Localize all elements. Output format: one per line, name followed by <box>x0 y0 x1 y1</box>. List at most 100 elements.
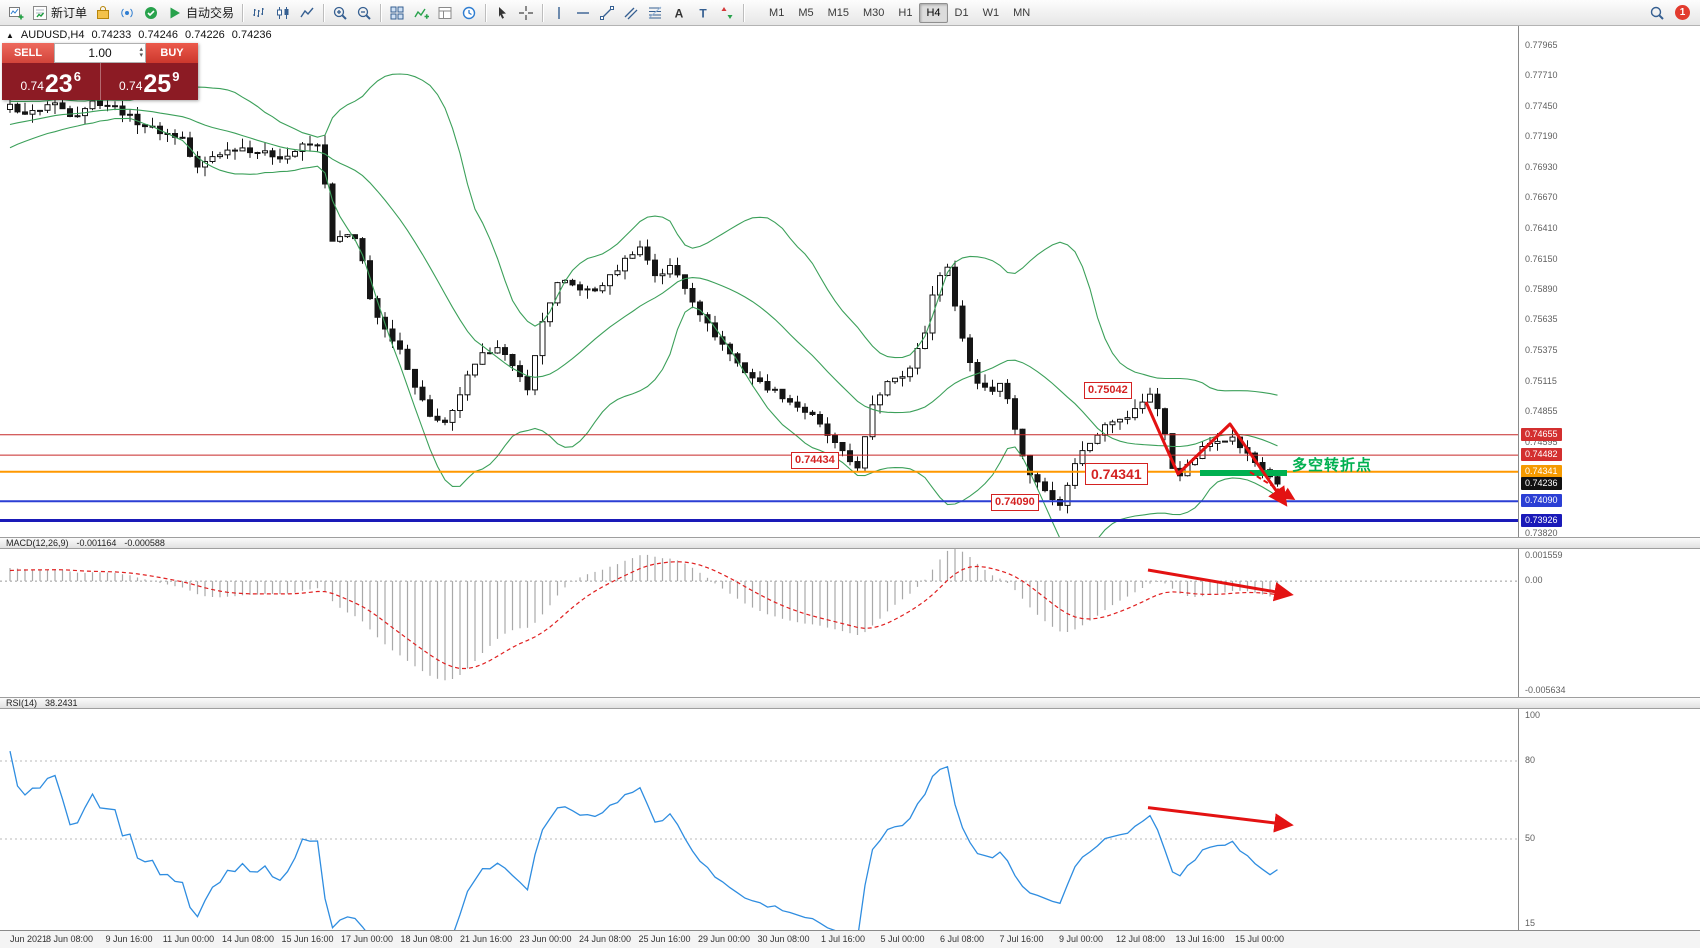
candle-body <box>307 143 313 146</box>
rsi-scale-label: 100 <box>1525 710 1541 720</box>
buy-price-big: 25 <box>143 70 172 98</box>
linechart-icon <box>299 5 315 21</box>
candle-body <box>764 381 771 391</box>
candle-body <box>637 246 643 256</box>
fibonacci-button[interactable] <box>643 2 667 24</box>
bollinger-upper-band <box>9 73 1278 396</box>
price-callout[interactable]: 0.74341 <box>1085 463 1148 485</box>
cursor-button[interactable] <box>490 2 514 24</box>
crosshair-icon <box>518 5 534 21</box>
macd-separator[interactable]: MACD(12,26,9) -0.001164 -0.000588 <box>0 537 1700 549</box>
timeframe-mn-button[interactable]: MN <box>1006 3 1037 23</box>
price-callout[interactable]: 0.74434 <box>791 452 839 469</box>
market-button[interactable] <box>91 2 115 24</box>
search-button[interactable] <box>1645 2 1669 24</box>
text-button[interactable]: A <box>667 2 691 24</box>
toolbar-main-group: 新订单 自动交易 A T <box>4 2 748 24</box>
price-callout[interactable]: 0.75042 <box>1084 382 1132 399</box>
time-tick-label: 24 Jun 08:00 <box>578 934 632 944</box>
timeframe-m30-button[interactable]: M30 <box>856 3 891 23</box>
sell-button[interactable]: SELL <box>2 43 54 63</box>
rsi-value: 38.2431 <box>45 698 78 708</box>
candle-body <box>1019 428 1026 457</box>
time-axis[interactable]: Jun 2021 8 Jun 08:00 9 Jun 16:00 11 Jun 00:… <box>0 930 1700 948</box>
tile-windows-button[interactable] <box>385 2 409 24</box>
candle-body <box>1169 433 1176 469</box>
timeframe-h4-button[interactable]: H4 <box>919 2 948 23</box>
bar-chart-button[interactable] <box>247 2 271 24</box>
community-button[interactable] <box>139 2 163 24</box>
line-chart-button[interactable] <box>295 2 319 24</box>
toolbar-separator <box>485 3 487 22</box>
timeframe-m5-button[interactable]: M5 <box>791 3 820 23</box>
timeframe-d1-button[interactable]: D1 <box>948 3 976 23</box>
horizontal-line-button[interactable] <box>571 2 595 24</box>
candle-body <box>869 404 876 438</box>
quote-panel-collapse-icon[interactable]: ▲ <box>6 30 14 40</box>
candle-body <box>599 285 606 292</box>
candle-body <box>404 348 411 370</box>
candle-body <box>577 284 583 291</box>
ohlc-low: 0.74226 <box>185 29 225 41</box>
timeframe-m1-button[interactable]: M1 <box>762 3 791 23</box>
autotrade-button-label: 自动交易 <box>186 6 235 20</box>
candle-body <box>929 294 936 334</box>
indicators-button[interactable] <box>409 2 433 24</box>
bars-icon <box>251 5 267 21</box>
candle-body <box>532 355 538 391</box>
price-trend-arrow-dashed[interactable] <box>1249 471 1296 501</box>
crosshair-button[interactable] <box>514 2 538 24</box>
candle-body <box>787 398 793 403</box>
price-callout[interactable]: 0.74090 <box>991 494 1039 511</box>
candle-body <box>802 406 808 413</box>
notification-badge[interactable]: 1 <box>1675 5 1690 20</box>
candle-body <box>539 321 546 357</box>
signals-button[interactable] <box>115 2 139 24</box>
candle-body <box>1012 398 1018 430</box>
zoom-in-button[interactable] <box>328 2 352 24</box>
candle-body <box>989 386 996 392</box>
arrows-button[interactable] <box>715 2 739 24</box>
buy-button[interactable]: BUY <box>146 43 198 63</box>
volume-down-icon[interactable]: ▾ <box>139 52 143 59</box>
candle-body <box>1072 463 1078 486</box>
volume-input[interactable]: 1.00 ▴ ▾ <box>54 43 146 63</box>
turning-point-label[interactable]: 多空转折点 <box>1292 457 1373 474</box>
rsi-panel[interactable] <box>0 709 1518 930</box>
sell-price[interactable]: 0.74 23 6 <box>2 63 101 100</box>
rsi-separator[interactable]: RSI(14) 38.2431 <box>0 697 1700 709</box>
new-order-button[interactable]: 新订单 <box>28 2 91 24</box>
timeframe-m15-button[interactable]: M15 <box>821 3 856 23</box>
macd-trend-arrow[interactable] <box>1147 568 1294 602</box>
candlestick-chart-button[interactable] <box>271 2 295 24</box>
time-tick-label: 29 Jun 00:00 <box>697 934 751 944</box>
price-trend-arrow[interactable] <box>1144 401 1288 507</box>
trendline-button[interactable] <box>595 2 619 24</box>
timeframe-h1-button[interactable]: H1 <box>891 3 919 23</box>
candle-body <box>502 347 508 356</box>
text-label-button[interactable]: T <box>691 2 715 24</box>
support-zone-bar[interactable] <box>1200 470 1287 476</box>
autotrade-button[interactable]: 自动交易 <box>163 2 238 24</box>
buy-price[interactable]: 0.74 25 9 <box>101 63 199 100</box>
candle-body <box>809 411 816 415</box>
period-button[interactable] <box>457 2 481 24</box>
rsi-line <box>9 750 1278 930</box>
templates-button[interactable] <box>433 2 457 24</box>
candle-body <box>187 137 193 157</box>
new-chart-button[interactable] <box>4 2 28 24</box>
vertical-line-button[interactable] <box>547 2 571 24</box>
macd-panel[interactable] <box>0 549 1518 697</box>
macd-title: MACD(12,26,9) <box>6 538 69 548</box>
equidistant-channel-button[interactable] <box>619 2 643 24</box>
timeframe-w1-button[interactable]: W1 <box>976 3 1007 23</box>
price-chart-area[interactable]: ▲ AUDUSD,H4 0.74233 0.74246 0.74226 0.74… <box>0 26 1518 537</box>
volume-up-icon[interactable]: ▴ <box>139 46 143 53</box>
neworder-icon <box>32 5 48 21</box>
candle-body <box>179 136 186 139</box>
candle-body <box>1042 481 1048 492</box>
rsi-trend-arrow[interactable] <box>1147 806 1294 833</box>
candle-body <box>329 183 336 242</box>
candle-body <box>52 102 58 106</box>
zoom-out-button[interactable] <box>352 2 376 24</box>
